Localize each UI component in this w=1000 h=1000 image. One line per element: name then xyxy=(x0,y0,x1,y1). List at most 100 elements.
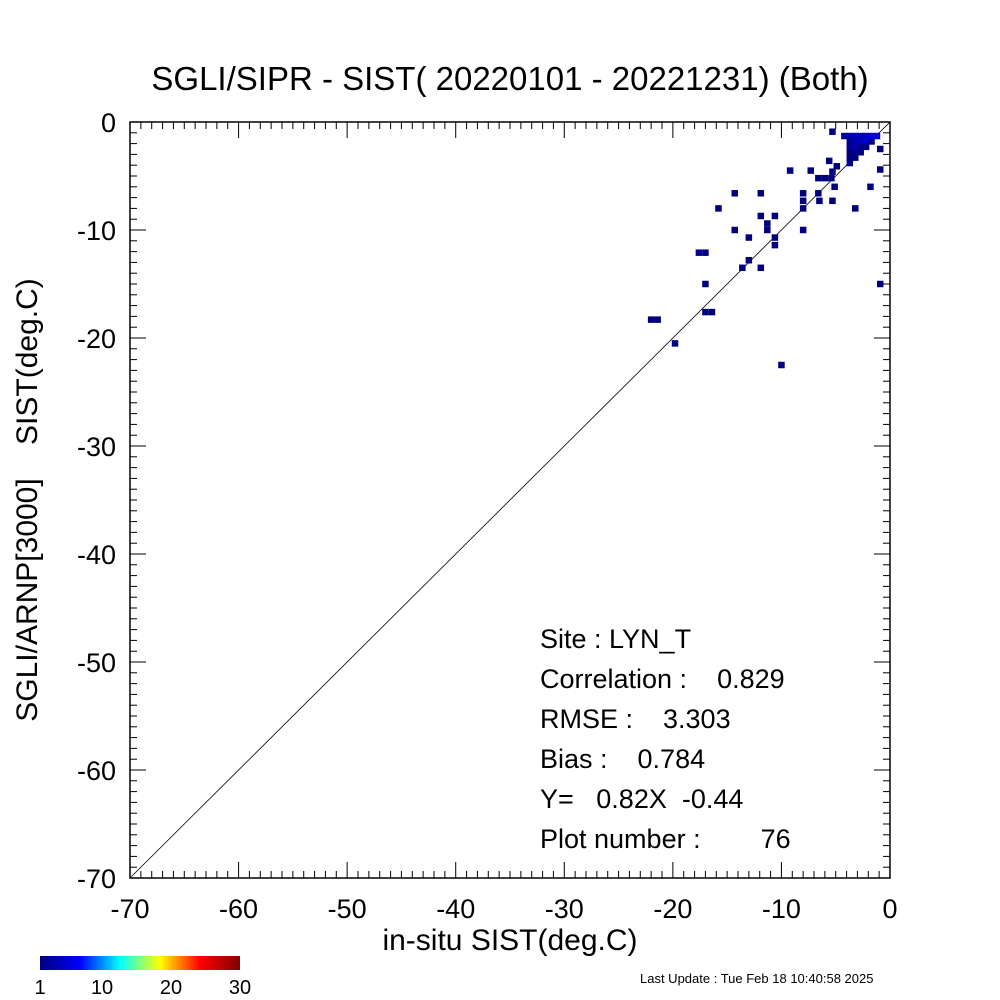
y-tick-label: -10 xyxy=(77,216,116,246)
density-cell xyxy=(829,197,836,205)
density-cell xyxy=(841,132,848,140)
y-tick-label: -40 xyxy=(77,540,116,570)
colorbar-labels: 1 10 20 30 xyxy=(34,977,251,999)
density-cell xyxy=(846,143,854,151)
colorbar-label: 10 xyxy=(91,977,113,999)
x-tick-label: -50 xyxy=(328,894,367,924)
density-cell xyxy=(771,212,779,220)
x-axis-label: in-situ SIST(deg.C) xyxy=(382,924,637,957)
density-cell xyxy=(799,197,807,205)
density-cell xyxy=(862,143,870,151)
density-cell xyxy=(731,190,738,197)
x-tick-label: -60 xyxy=(219,894,258,924)
density-cell xyxy=(862,138,870,145)
density-cell xyxy=(833,163,841,170)
stats-bias: Bias : 0.784 xyxy=(540,744,705,774)
y-tick-label: -70 xyxy=(77,864,116,894)
density-cell xyxy=(829,128,836,135)
density-cell xyxy=(757,212,765,220)
density-cell xyxy=(852,154,859,161)
density-cell xyxy=(825,157,833,165)
density-cell xyxy=(807,167,814,174)
colorbar-label: 20 xyxy=(160,977,182,999)
density-cell xyxy=(771,234,779,241)
density-cell xyxy=(852,149,859,156)
density-cell xyxy=(846,159,854,167)
density-cell xyxy=(731,226,738,234)
density-cell xyxy=(815,190,822,197)
colorbar xyxy=(40,956,240,970)
x-tick-label: -10 xyxy=(762,894,801,924)
density-cells xyxy=(647,128,884,369)
density-cell xyxy=(876,166,884,173)
density-cell xyxy=(816,197,823,205)
density-cell xyxy=(857,138,864,145)
density-cell xyxy=(846,154,854,161)
colorbar-label: 30 xyxy=(229,977,251,999)
density-cell xyxy=(745,234,753,241)
density-cell xyxy=(846,138,854,145)
density-cell xyxy=(739,264,746,272)
density-cell xyxy=(852,138,859,145)
y-tick-label: -30 xyxy=(77,432,116,462)
stats-box: Site : LYN_T Correlation : 0.829 RMSE : … xyxy=(540,624,791,854)
density-cell xyxy=(757,264,765,272)
one-to-one-line xyxy=(129,121,891,879)
stats-plot-number: Plot number : 76 xyxy=(540,824,791,854)
plot-frame xyxy=(129,121,891,879)
density-cell xyxy=(852,132,859,140)
density-cell xyxy=(821,174,829,182)
density-cell xyxy=(702,308,709,316)
colorbar-label: 1 xyxy=(34,977,45,999)
density-cell xyxy=(764,226,771,234)
x-tick-label: -20 xyxy=(653,894,692,924)
density-cell xyxy=(852,205,859,212)
density-cell xyxy=(868,138,875,145)
stats-rmse: RMSE : 3.303 xyxy=(540,704,731,734)
density-cell xyxy=(862,132,870,140)
density-cell xyxy=(829,168,836,175)
density-cell xyxy=(831,183,838,191)
density-cell xyxy=(876,280,884,288)
density-cell xyxy=(745,257,753,264)
density-cell xyxy=(771,241,779,249)
density-cell xyxy=(715,205,722,212)
y-tick-label: 0 xyxy=(101,108,116,138)
density-cell xyxy=(799,190,807,197)
chart-title: SGLI/SIPR - SIST( 20220101 - 20221231) (… xyxy=(151,60,868,97)
density-cell xyxy=(671,340,679,347)
x-tick-label: -40 xyxy=(436,894,475,924)
density-cell xyxy=(868,132,875,140)
density-cell xyxy=(852,143,859,151)
density-cell xyxy=(867,183,874,191)
density-cell xyxy=(757,190,765,197)
density-cell xyxy=(647,316,655,323)
stats-site: Site : LYN_T xyxy=(540,624,691,654)
density-cell xyxy=(846,149,854,156)
stats-regression: Y= 0.82X -0.44 xyxy=(540,784,743,814)
y-axis-label: SGLI/ARNP[3000] SIST(deg.C) xyxy=(11,278,44,722)
y-tick-label: -60 xyxy=(77,756,116,786)
density-cell xyxy=(873,132,881,140)
density-cell xyxy=(828,174,835,182)
x-tick-label: 0 xyxy=(882,894,897,924)
x-tick-label: -30 xyxy=(545,894,584,924)
density-cell xyxy=(702,280,709,288)
density-cell xyxy=(654,316,661,323)
density-cell xyxy=(786,167,794,174)
density-cell xyxy=(846,132,854,140)
density-cell xyxy=(695,249,703,256)
density-cell xyxy=(857,132,864,140)
y-tick-label: -20 xyxy=(77,324,116,354)
density-cell xyxy=(764,220,771,227)
density-cell xyxy=(815,174,822,182)
density-cell xyxy=(857,143,864,151)
last-update: Last Update : Tue Feb 18 10:40:58 2025 xyxy=(640,971,873,986)
y-tick-label: -50 xyxy=(77,648,116,678)
density-cell xyxy=(778,361,785,369)
density-cell xyxy=(702,249,709,256)
density-cell xyxy=(799,226,807,234)
stats-correlation: Correlation : 0.829 xyxy=(540,664,785,694)
density-cell xyxy=(708,308,716,316)
